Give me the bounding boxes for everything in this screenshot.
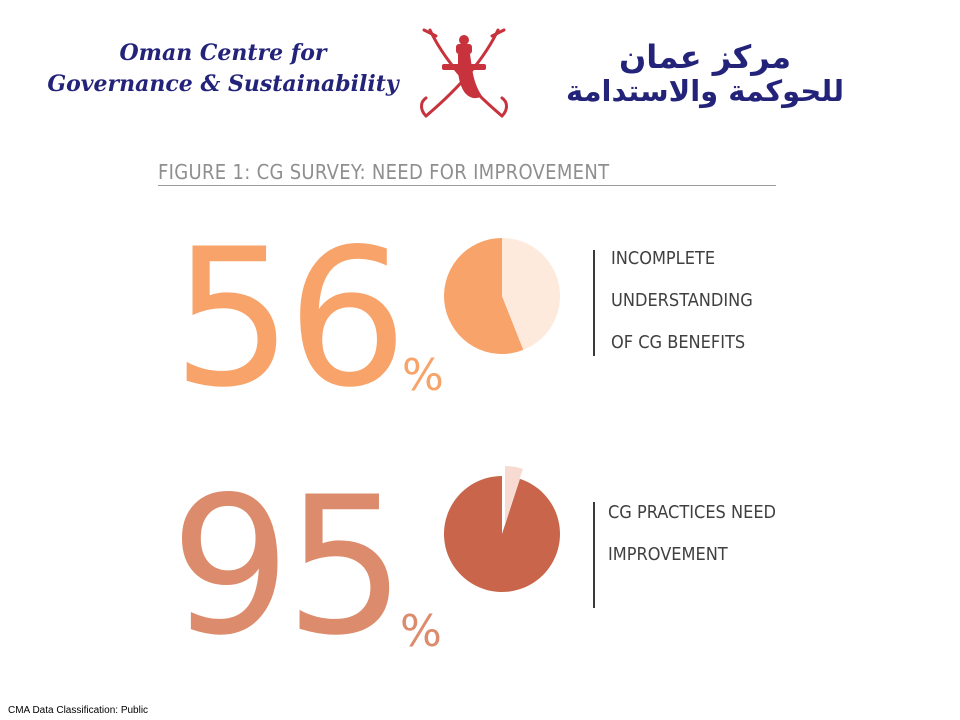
stat-1-number: 56 <box>172 208 408 429</box>
data-classification-footer: CMA Data Classification: Public <box>8 705 149 716</box>
stat-1-divider <box>593 250 595 356</box>
stat-1-label: INCOMPLETE UNDERSTANDING OF CG BENEFITS <box>611 238 753 364</box>
stat-1-label-line1: INCOMPLETE <box>611 248 716 269</box>
stat-1-pie <box>444 238 561 354</box>
stat-2-label-line2: IMPROVEMENT <box>608 544 728 565</box>
oman-khanjar-emblem-icon <box>420 28 508 118</box>
stat-2-unit: % <box>400 606 442 657</box>
stat-2-pie-slice-rest <box>505 466 523 524</box>
org-name-english-line2: Governance & Sustainability <box>47 71 399 97</box>
org-name-english: Oman Centre for Governance & Sustainabil… <box>42 38 404 100</box>
stat-2-pie-slice-main <box>443 476 560 592</box>
stat-1-pie-slice-rest <box>502 238 561 350</box>
stat-2-divider <box>593 502 595 608</box>
org-name-arabic-line1: مركز عمان <box>618 38 791 76</box>
org-name-english-line1: Oman Centre for <box>119 40 327 66</box>
figure-title: FIGURE 1: CG SURVEY: NEED FOR IMPROVEMEN… <box>158 160 776 186</box>
stat-2-label: CG PRACTICES NEED IMPROVEMENT <box>608 492 776 576</box>
stat-2-number: 95 <box>170 456 406 677</box>
stat-1-unit: % <box>402 350 444 401</box>
stat-2-pie <box>443 466 560 592</box>
stat-1-label-line3: OF CG BENEFITS <box>611 332 746 353</box>
stat-2-label-line1: CG PRACTICES NEED <box>608 502 777 523</box>
stat-1-label-line2: UNDERSTANDING <box>611 290 753 311</box>
org-name-arabic: مركز عمان للحوكمة والاستدامة <box>520 40 890 108</box>
stat-1-pie-slice-main <box>444 238 524 354</box>
org-name-arabic-line2: للحوكمة والاستدامة <box>566 74 844 108</box>
